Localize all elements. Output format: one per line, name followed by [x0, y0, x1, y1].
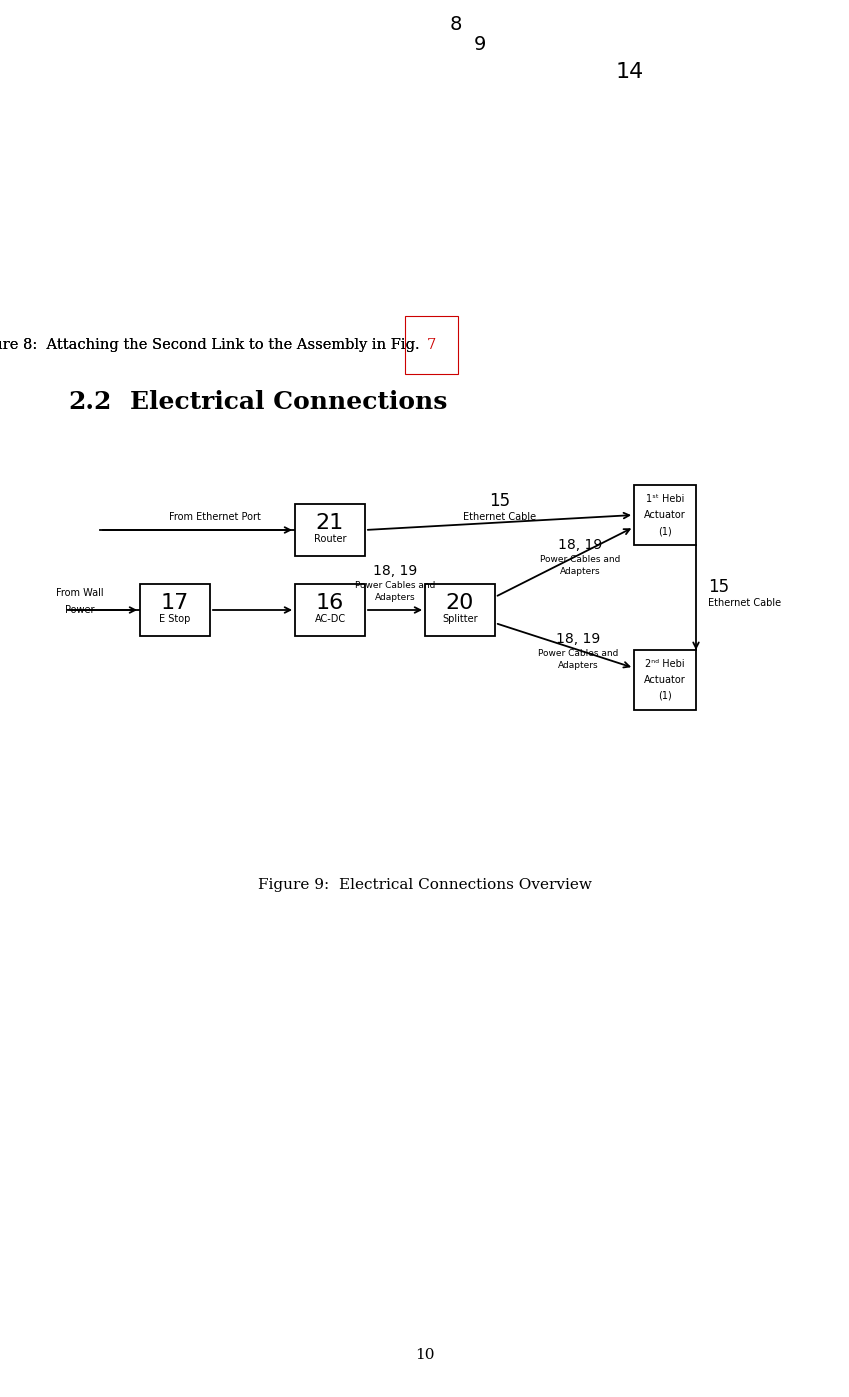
Text: Figure 8:  Attaching the Second Link to the Assembly in Fig.: Figure 8: Attaching the Second Link to t… — [0, 338, 424, 352]
Text: Adapters: Adapters — [559, 567, 600, 576]
Text: 21: 21 — [316, 513, 344, 534]
Text: Actuator: Actuator — [644, 510, 686, 520]
Text: 20: 20 — [446, 592, 475, 613]
Text: E Stop: E Stop — [160, 615, 191, 624]
Text: Ethernet Cable: Ethernet Cable — [708, 598, 781, 609]
Bar — [295, 584, 365, 636]
Text: 15: 15 — [708, 578, 729, 597]
Text: Figure 8:  Attaching the Second Link to the Assembly in Fig.: Figure 8: Attaching the Second Link to t… — [0, 338, 424, 352]
Text: AC-DC: AC-DC — [314, 615, 346, 624]
Text: 18, 19: 18, 19 — [556, 631, 600, 645]
Text: 18, 19: 18, 19 — [373, 564, 417, 578]
Text: (1): (1) — [658, 527, 672, 536]
Text: Power Cables and: Power Cables and — [355, 581, 436, 590]
Text: 1ˢᵗ Hebi: 1ˢᵗ Hebi — [646, 495, 684, 504]
Bar — [140, 584, 210, 636]
Text: Electrical Connections: Electrical Connections — [130, 390, 447, 414]
Text: Router: Router — [314, 534, 346, 543]
Text: 9: 9 — [474, 35, 486, 54]
Text: (1): (1) — [658, 692, 672, 701]
Text: Splitter: Splitter — [442, 615, 478, 624]
Bar — [634, 485, 696, 545]
Bar — [634, 650, 696, 710]
Text: 15: 15 — [489, 492, 510, 510]
Text: 7: 7 — [426, 338, 436, 352]
Text: 8: 8 — [450, 15, 462, 34]
Text: 10: 10 — [415, 1348, 434, 1362]
Text: From Ethernet Port: From Ethernet Port — [169, 511, 261, 522]
Text: Ethernet Cable: Ethernet Cable — [463, 511, 536, 522]
Text: Adapters: Adapters — [558, 661, 599, 671]
Text: 2ⁿᵈ Hebi: 2ⁿᵈ Hebi — [645, 659, 685, 669]
Text: 17: 17 — [160, 592, 189, 613]
Text: 16: 16 — [316, 592, 344, 613]
Text: Power Cables and: Power Cables and — [540, 555, 620, 564]
Text: Power: Power — [65, 605, 95, 615]
Text: Figure 9:  Electrical Connections Overview: Figure 9: Electrical Connections Overvie… — [257, 877, 592, 893]
Text: Power Cables and: Power Cables and — [537, 650, 618, 658]
Text: Adapters: Adapters — [374, 592, 415, 602]
Text: 14: 14 — [616, 61, 644, 82]
Text: From Wall: From Wall — [56, 588, 104, 598]
Bar — [295, 504, 365, 556]
Bar — [425, 584, 495, 636]
Text: 18, 19: 18, 19 — [558, 538, 602, 552]
Text: Actuator: Actuator — [644, 675, 686, 685]
Text: 2.2: 2.2 — [68, 390, 111, 414]
